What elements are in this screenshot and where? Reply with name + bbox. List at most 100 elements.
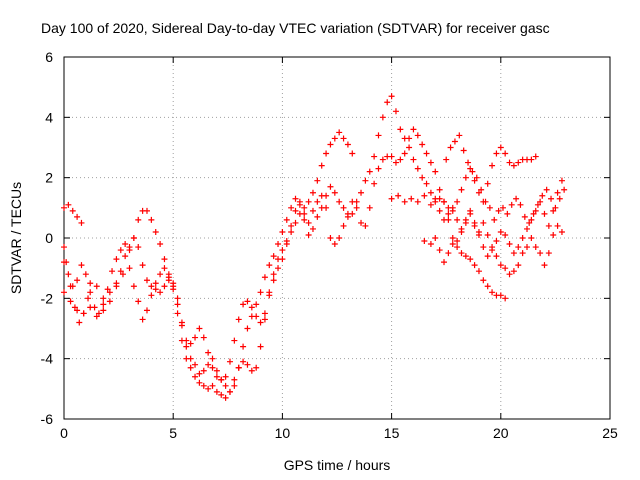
y-tick-label: -4 xyxy=(41,351,54,367)
data-point xyxy=(117,268,124,275)
data-point xyxy=(257,319,264,326)
data-point xyxy=(462,174,469,181)
data-point xyxy=(414,165,421,172)
chart-title: Day 100 of 2020, Sidereal Day-to-day VTE… xyxy=(41,20,550,36)
data-point xyxy=(423,180,430,187)
data-point xyxy=(218,376,225,383)
data-point xyxy=(93,313,100,320)
data-point xyxy=(222,394,229,401)
data-point xyxy=(226,388,233,395)
x-tick-label: 0 xyxy=(60,425,68,441)
data-point xyxy=(266,292,273,299)
data-point xyxy=(196,325,203,332)
data-point xyxy=(484,283,491,290)
data-point xyxy=(441,216,448,223)
data-point xyxy=(517,201,524,208)
data-point xyxy=(165,271,172,278)
data-point xyxy=(152,286,159,293)
data-point xyxy=(113,256,120,263)
data-point xyxy=(427,241,434,248)
data-point xyxy=(104,286,111,293)
data-point xyxy=(502,231,509,238)
data-point xyxy=(91,304,98,311)
data-point xyxy=(178,319,185,326)
data-point xyxy=(467,165,474,172)
data-point xyxy=(421,192,428,199)
data-point xyxy=(213,373,220,380)
data-point xyxy=(441,198,448,205)
data-point xyxy=(187,340,194,347)
data-point xyxy=(449,204,456,211)
series-track-a xyxy=(61,201,85,226)
data-point xyxy=(469,168,476,175)
data-point xyxy=(174,295,181,302)
data-point xyxy=(122,241,129,248)
data-point xyxy=(493,238,500,245)
data-point xyxy=(379,114,386,121)
data-point xyxy=(362,177,369,184)
data-point xyxy=(305,198,312,205)
x-tick-label: 10 xyxy=(275,425,291,441)
data-point xyxy=(257,289,264,296)
data-point xyxy=(506,241,513,248)
data-point xyxy=(454,198,461,205)
data-point xyxy=(510,162,517,169)
data-point xyxy=(349,210,356,217)
data-point xyxy=(288,204,295,211)
data-point xyxy=(473,174,480,181)
data-point xyxy=(395,192,402,199)
series-track-c xyxy=(61,126,509,401)
data-point xyxy=(371,153,378,160)
data-point xyxy=(545,222,552,229)
data-point xyxy=(161,265,168,272)
data-point xyxy=(192,334,199,341)
data-point xyxy=(388,153,395,160)
data-point xyxy=(152,280,159,287)
data-point xyxy=(309,225,316,232)
data-point xyxy=(421,238,428,245)
data-point xyxy=(65,271,72,278)
data-point xyxy=(301,216,308,223)
data-point xyxy=(139,316,146,323)
data-point xyxy=(401,135,408,142)
data-point xyxy=(475,268,482,275)
data-point xyxy=(143,207,150,214)
y-tick-label: 6 xyxy=(45,49,53,65)
data-point xyxy=(432,168,439,175)
data-point xyxy=(550,231,557,238)
data-point xyxy=(478,186,485,193)
data-point xyxy=(375,132,382,139)
data-point xyxy=(106,289,113,296)
data-point xyxy=(537,198,544,205)
data-point xyxy=(106,298,113,305)
series-track-e xyxy=(388,144,539,223)
data-point xyxy=(454,216,461,223)
data-point xyxy=(261,316,268,323)
data-point xyxy=(349,150,356,157)
data-point xyxy=(261,274,268,281)
data-point xyxy=(366,204,373,211)
data-point xyxy=(95,310,102,317)
data-point xyxy=(205,349,212,356)
x-tick-label: 5 xyxy=(169,425,177,441)
data-point xyxy=(353,198,360,205)
data-point xyxy=(379,156,386,163)
data-point xyxy=(543,186,550,193)
data-point xyxy=(61,259,67,266)
data-point xyxy=(122,253,129,260)
data-point xyxy=(410,156,417,163)
data-point xyxy=(541,210,548,217)
data-point xyxy=(519,250,526,257)
data-point xyxy=(388,93,395,100)
data-point xyxy=(327,235,334,241)
data-point xyxy=(513,195,520,202)
data-point xyxy=(497,228,504,235)
data-point xyxy=(100,307,107,314)
data-point xyxy=(213,388,220,395)
data-point xyxy=(309,189,316,196)
data-point xyxy=(550,207,557,214)
data-point xyxy=(87,280,94,287)
data-point xyxy=(552,204,559,211)
data-point xyxy=(100,295,107,302)
data-point xyxy=(283,241,290,248)
